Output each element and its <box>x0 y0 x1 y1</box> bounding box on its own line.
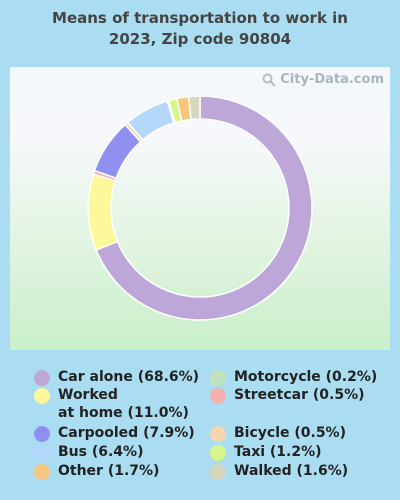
chart-title-line-2: 2023, Zip code 90804 <box>108 30 292 48</box>
legend-label: Car alone (68.6%) <box>58 369 200 385</box>
watermark: City-Data.com <box>262 72 384 87</box>
legend-swatch <box>34 426 50 442</box>
legend-label: Taxi (1.2%) <box>234 444 322 460</box>
slice-worked-at-home <box>87 172 119 252</box>
donut-slices <box>87 95 313 321</box>
magnifier-icon <box>262 73 277 87</box>
legend-item: Carpooled (7.9%) <box>34 424 195 442</box>
legend-item: Walked (1.6%) <box>210 462 348 480</box>
legend-label: Motorcycle (0.2%) <box>234 369 378 385</box>
chart-title: Means of transportation to work in 2023,… <box>0 8 400 50</box>
legend-item: Worked at home (11.0%) <box>34 386 189 422</box>
legend-label: Other (1.7%) <box>58 463 160 479</box>
legend-label: Bicycle (0.5%) <box>234 425 346 441</box>
legend-swatch <box>210 464 226 480</box>
legend-swatch <box>34 388 50 404</box>
legend-item: Taxi (1.2%) <box>210 443 322 461</box>
legend-label: Walked (1.6%) <box>234 463 349 479</box>
chart-title-line-1: Means of transportation to work in <box>52 9 348 27</box>
legend-swatch <box>210 370 226 386</box>
legend-item: Car alone (68.6%) <box>34 368 199 386</box>
legend-item: Bicycle (0.5%) <box>210 424 346 442</box>
legend-swatch <box>210 426 226 442</box>
watermark-text: City-Data.com <box>280 72 384 87</box>
legend-item: Streetcar (0.5%) <box>210 386 365 404</box>
legend-item: Motorcycle (0.2%) <box>210 368 377 386</box>
legend-label: Bus (6.4%) <box>58 444 144 460</box>
legend-swatch <box>210 445 226 461</box>
slice-car-alone <box>95 95 313 321</box>
legend-item: Other (1.7%) <box>34 462 159 480</box>
legend-label: Streetcar (0.5%) <box>234 387 365 403</box>
legend-swatch <box>34 370 50 386</box>
legend-item: Bus (6.4%) <box>34 443 143 461</box>
legend-swatch <box>210 388 226 404</box>
legend-swatch <box>34 445 50 461</box>
legend-swatch <box>34 464 50 480</box>
legend-label: Worked at home (11.0%) <box>58 387 189 421</box>
legend-label: Carpooled (7.9%) <box>58 425 195 441</box>
slice-walked <box>187 95 201 121</box>
legend: Car alone (68.6%) Worked at home (11.0%) C… <box>0 364 400 494</box>
